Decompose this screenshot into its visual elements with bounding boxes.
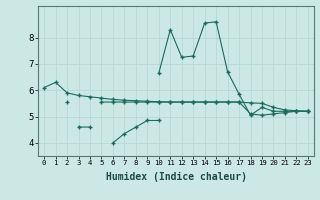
X-axis label: Humidex (Indice chaleur): Humidex (Indice chaleur) (106, 172, 246, 182)
